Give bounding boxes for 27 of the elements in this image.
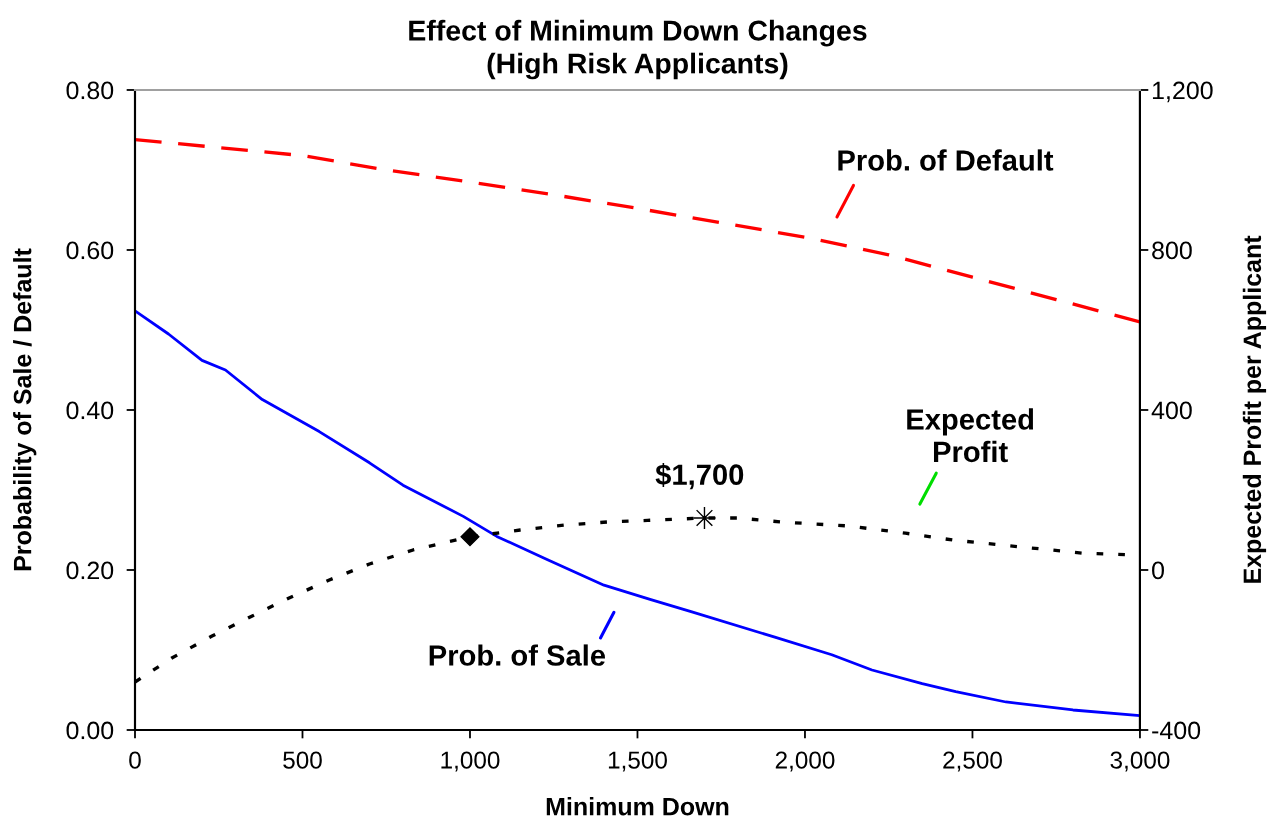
x-axis-title: Minimum Down [546,797,729,816]
y2-axis-title: Expected Profit per Applicant [1242,235,1267,583]
y-tick-label: 0.00 [66,721,114,740]
line-series [135,137,1140,324]
y2-tick-label: 800 [1152,241,1192,260]
annotation: $1,700 [655,463,744,490]
y-tick-label: 0.80 [66,81,114,100]
line-series [135,309,1140,717]
x-tick-label: 0 [129,751,141,769]
annotation: Prob. of Default [838,149,1054,171]
x-tick-label: 3,000 [1110,751,1170,772]
annotation: Prob. of Sale [429,644,606,666]
y2-tick-label: 400 [1151,401,1192,420]
y2-tick-label: -400 [1152,721,1201,740]
x-tick-label: 2,500 [943,751,1002,772]
x-tick-label: 1,000 [441,751,500,772]
chart-title: Effect of Minimum Down Changes (High Risk Applicants) [409,19,867,80]
y2-tick-label: 1,200 [1152,81,1213,103]
x-tick-label: 1,500 [608,751,667,772]
x-tick-label: 500 [283,751,322,769]
x-tick-label: 2,000 [775,751,835,772]
y-axis-title: Probability of Sale / Default [13,248,37,571]
y2-tick-label: 0 [1152,561,1164,580]
y-tick-label: 0.40 [66,401,114,420]
y-tick-label: 0.60 [66,241,114,260]
annotation: Expected Profit [907,408,1034,463]
y-tick-label: 0.20 [66,561,114,580]
